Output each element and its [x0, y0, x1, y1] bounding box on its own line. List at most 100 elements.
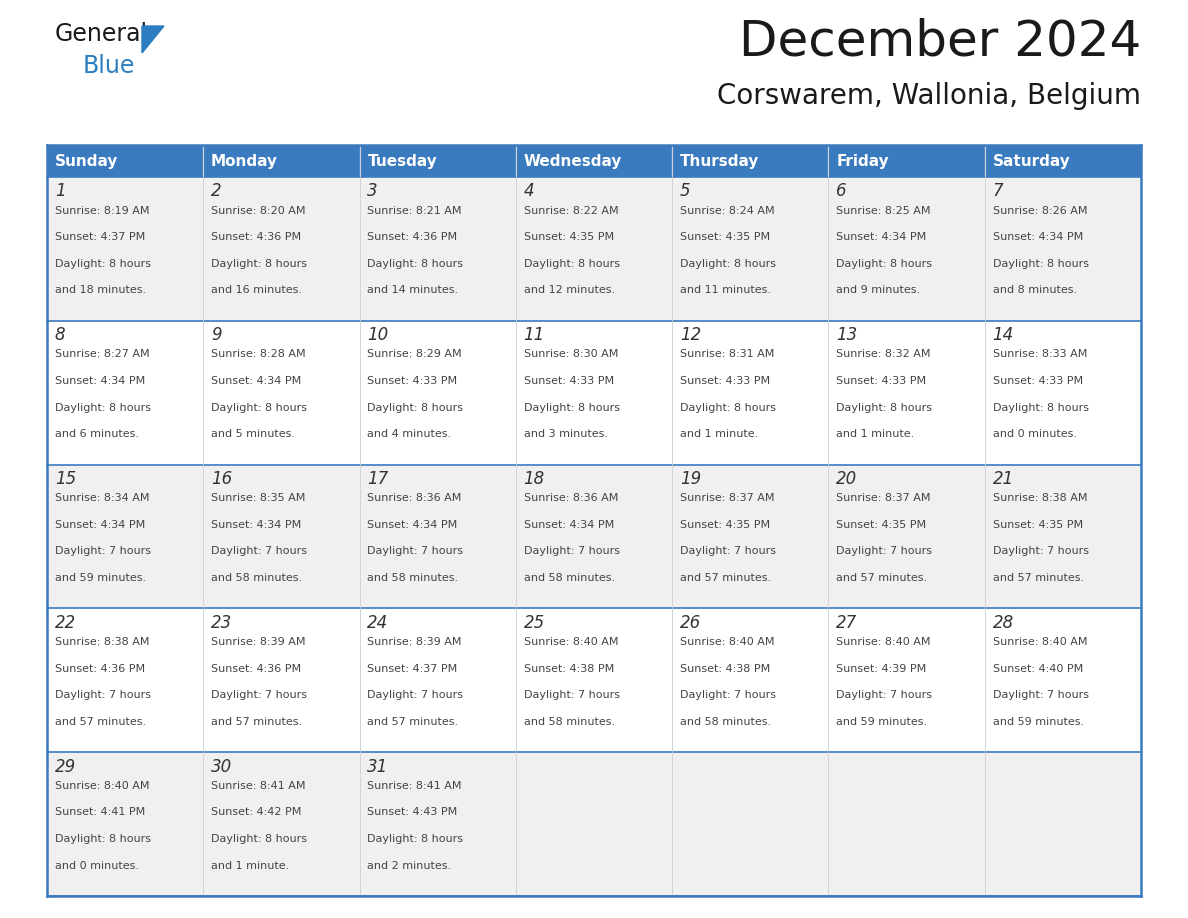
Text: and 58 minutes.: and 58 minutes.	[211, 573, 302, 583]
Bar	[48, 609, 203, 752]
Text: 16: 16	[211, 470, 233, 488]
Text: and 57 minutes.: and 57 minutes.	[680, 573, 771, 583]
Text: and 57 minutes.: and 57 minutes.	[211, 717, 302, 727]
Text: Sunrise: 8:38 AM: Sunrise: 8:38 AM	[992, 493, 1087, 503]
Bar	[516, 465, 672, 609]
Bar	[985, 145, 1140, 177]
Text: Corswarem, Wallonia, Belgium: Corswarem, Wallonia, Belgium	[718, 82, 1140, 110]
Text: Sunrise: 8:31 AM: Sunrise: 8:31 AM	[680, 350, 775, 359]
Text: Sunset: 4:34 PM: Sunset: 4:34 PM	[524, 520, 614, 530]
Text: 10: 10	[367, 326, 388, 344]
Text: 26: 26	[680, 614, 701, 632]
Text: Sunrise: 8:26 AM: Sunrise: 8:26 AM	[992, 206, 1087, 216]
Text: and 1 minute.: and 1 minute.	[680, 429, 758, 439]
Bar	[672, 145, 828, 177]
Text: Sunset: 4:37 PM: Sunset: 4:37 PM	[55, 232, 145, 242]
Text: and 0 minutes.: and 0 minutes.	[55, 860, 139, 870]
Text: 25: 25	[524, 614, 545, 632]
Text: Daylight: 8 hours: Daylight: 8 hours	[55, 259, 151, 269]
Text: Sunset: 4:39 PM: Sunset: 4:39 PM	[836, 664, 927, 674]
Text: Sunrise: 8:40 AM: Sunrise: 8:40 AM	[992, 637, 1087, 647]
Text: Tuesday: Tuesday	[367, 153, 437, 169]
Text: Sunrise: 8:40 AM: Sunrise: 8:40 AM	[524, 637, 618, 647]
Text: Sunrise: 8:39 AM: Sunrise: 8:39 AM	[211, 637, 305, 647]
Text: and 57 minutes.: and 57 minutes.	[55, 717, 146, 727]
Text: Sunset: 4:40 PM: Sunset: 4:40 PM	[992, 664, 1082, 674]
Text: Sunset: 4:36 PM: Sunset: 4:36 PM	[367, 232, 457, 242]
Bar	[203, 609, 360, 752]
Text: Daylight: 8 hours: Daylight: 8 hours	[992, 402, 1088, 412]
Text: Sunset: 4:35 PM: Sunset: 4:35 PM	[524, 232, 614, 242]
Text: and 3 minutes.: and 3 minutes.	[524, 429, 608, 439]
Bar	[828, 177, 985, 320]
Text: Sunset: 4:36 PM: Sunset: 4:36 PM	[211, 664, 302, 674]
Text: Daylight: 8 hours: Daylight: 8 hours	[211, 834, 308, 844]
Text: Daylight: 8 hours: Daylight: 8 hours	[367, 259, 463, 269]
Text: Sunset: 4:37 PM: Sunset: 4:37 PM	[367, 664, 457, 674]
Text: Sunrise: 8:20 AM: Sunrise: 8:20 AM	[211, 206, 305, 216]
Text: 15: 15	[55, 470, 76, 488]
Text: and 1 minute.: and 1 minute.	[836, 429, 915, 439]
Text: Sunset: 4:35 PM: Sunset: 4:35 PM	[680, 232, 770, 242]
Text: Sunrise: 8:36 AM: Sunrise: 8:36 AM	[524, 493, 618, 503]
Text: 3: 3	[367, 183, 378, 200]
Text: Daylight: 8 hours: Daylight: 8 hours	[211, 259, 308, 269]
Text: Sunrise: 8:25 AM: Sunrise: 8:25 AM	[836, 206, 930, 216]
Text: December 2024: December 2024	[739, 18, 1140, 66]
Bar	[828, 609, 985, 752]
Bar	[828, 465, 985, 609]
Text: Sunrise: 8:24 AM: Sunrise: 8:24 AM	[680, 206, 775, 216]
Bar	[516, 609, 672, 752]
Text: Daylight: 8 hours: Daylight: 8 hours	[524, 259, 620, 269]
Text: Daylight: 7 hours: Daylight: 7 hours	[992, 546, 1088, 556]
Bar	[203, 465, 360, 609]
Text: Daylight: 8 hours: Daylight: 8 hours	[55, 402, 151, 412]
Text: Sunset: 4:35 PM: Sunset: 4:35 PM	[992, 520, 1082, 530]
Text: Sunrise: 8:41 AM: Sunrise: 8:41 AM	[211, 780, 305, 790]
Text: Sunrise: 8:40 AM: Sunrise: 8:40 AM	[680, 637, 775, 647]
Text: Sunset: 4:42 PM: Sunset: 4:42 PM	[211, 807, 302, 817]
Text: Thursday: Thursday	[680, 153, 759, 169]
Text: and 57 minutes.: and 57 minutes.	[992, 573, 1083, 583]
Text: 1: 1	[55, 183, 65, 200]
Text: and 59 minutes.: and 59 minutes.	[992, 717, 1083, 727]
Text: 7: 7	[992, 183, 1003, 200]
Text: Daylight: 8 hours: Daylight: 8 hours	[367, 834, 463, 844]
Text: Sunrise: 8:22 AM: Sunrise: 8:22 AM	[524, 206, 618, 216]
Text: 9: 9	[211, 326, 222, 344]
Text: Sunrise: 8:30 AM: Sunrise: 8:30 AM	[524, 350, 618, 359]
Text: Sunrise: 8:40 AM: Sunrise: 8:40 AM	[836, 637, 930, 647]
Text: and 6 minutes.: and 6 minutes.	[55, 429, 139, 439]
Text: Daylight: 7 hours: Daylight: 7 hours	[836, 690, 933, 700]
Text: Sunset: 4:34 PM: Sunset: 4:34 PM	[367, 520, 457, 530]
Text: and 11 minutes.: and 11 minutes.	[680, 285, 771, 296]
Bar	[672, 609, 828, 752]
Text: Daylight: 7 hours: Daylight: 7 hours	[367, 546, 463, 556]
Text: Sunrise: 8:28 AM: Sunrise: 8:28 AM	[211, 350, 305, 359]
Bar	[48, 752, 203, 896]
Bar	[672, 752, 828, 896]
Text: and 14 minutes.: and 14 minutes.	[367, 285, 459, 296]
Text: and 58 minutes.: and 58 minutes.	[524, 573, 615, 583]
Text: Daylight: 7 hours: Daylight: 7 hours	[836, 546, 933, 556]
Text: 21: 21	[992, 470, 1013, 488]
Text: 14: 14	[992, 326, 1013, 344]
Bar	[828, 752, 985, 896]
Bar	[828, 320, 985, 465]
Text: Sunrise: 8:38 AM: Sunrise: 8:38 AM	[55, 637, 150, 647]
Text: and 5 minutes.: and 5 minutes.	[211, 429, 295, 439]
Text: Daylight: 7 hours: Daylight: 7 hours	[680, 690, 776, 700]
Text: 8: 8	[55, 326, 65, 344]
Text: Sunrise: 8:40 AM: Sunrise: 8:40 AM	[55, 780, 150, 790]
Text: Sunset: 4:38 PM: Sunset: 4:38 PM	[524, 664, 614, 674]
Text: Saturday: Saturday	[992, 153, 1070, 169]
Text: 23: 23	[211, 614, 233, 632]
Text: and 57 minutes.: and 57 minutes.	[367, 717, 459, 727]
Text: Sunset: 4:34 PM: Sunset: 4:34 PM	[836, 232, 927, 242]
Text: and 12 minutes.: and 12 minutes.	[524, 285, 615, 296]
Text: 17: 17	[367, 470, 388, 488]
Text: and 57 minutes.: and 57 minutes.	[836, 573, 928, 583]
Text: Daylight: 7 hours: Daylight: 7 hours	[211, 690, 308, 700]
Text: Sunrise: 8:41 AM: Sunrise: 8:41 AM	[367, 780, 462, 790]
Text: 31: 31	[367, 757, 388, 776]
